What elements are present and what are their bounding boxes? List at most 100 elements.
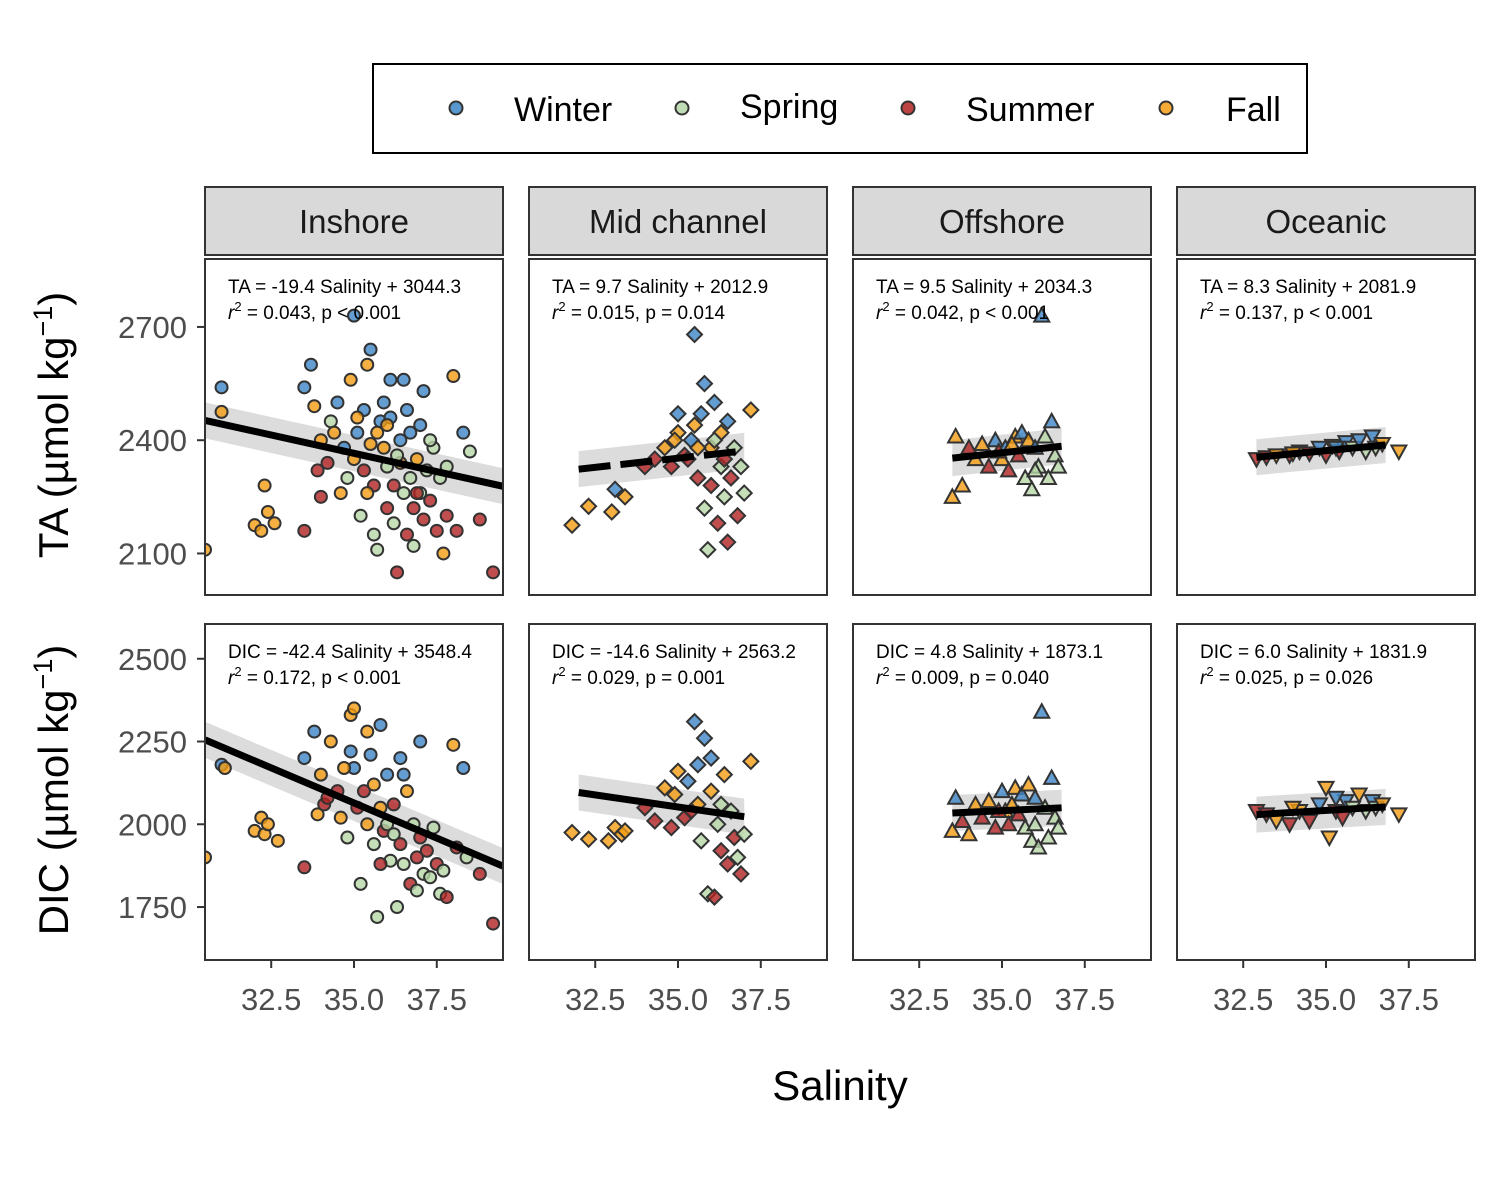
data-point-fall [337, 761, 352, 775]
data-point-fall [370, 425, 385, 440]
data-point-fall [741, 401, 760, 419]
data-point-summer [423, 493, 438, 508]
data-point-winter [297, 751, 312, 766]
regression-equation: DIC = 6.0 Salinity + 1831.9 [1200, 642, 1427, 663]
data-point-summer [688, 469, 707, 487]
data-point-winter [214, 380, 229, 395]
data-point-summer [373, 857, 388, 871]
data-point-spring [366, 837, 381, 852]
data-point-winter [1032, 702, 1051, 719]
x-tick-label: 32.5 [889, 982, 949, 1017]
strip-offshore [852, 186, 1152, 256]
y-tick-label: 2400 [118, 423, 187, 458]
regression-stats: r2 = 0.172, p < 0.001 [228, 664, 401, 689]
data-point-fall [376, 440, 391, 455]
x-tick-label: 35.0 [1296, 982, 1356, 1017]
data-point-fall [563, 823, 581, 842]
data-point-summer [972, 808, 992, 825]
panel-dic-oceanic: DIC = 6.0 Salinity + 1831.9r2 = 0.025, p… [1176, 623, 1476, 961]
data-point-winter [1012, 784, 1032, 802]
x-tick-label: 37.5 [1379, 982, 1439, 1017]
data-point-winter [1032, 306, 1051, 323]
data-point-winter [685, 712, 704, 731]
panels: Inshore Mid channel Offshore Oceanic TA = -1… [118, 186, 1476, 1017]
legend: Winter Spring Summer Fall [372, 63, 1308, 154]
x-tick-label: 35.0 [324, 982, 384, 1017]
data-point-winter [396, 372, 411, 387]
legend-key-fall [1158, 100, 1174, 116]
data-point-fall [616, 821, 634, 840]
data-point-fall [943, 821, 962, 838]
data-point-winter [303, 357, 318, 372]
legend-box [372, 63, 1308, 154]
data-point-winter [705, 393, 724, 412]
data-point-winter [718, 412, 737, 431]
legend-key-winter [448, 100, 464, 116]
data-point-spring [1039, 827, 1058, 845]
data-point-summer [979, 457, 998, 474]
panel-background [853, 259, 1151, 595]
data-point-spring [323, 414, 338, 429]
data-point-spring [353, 876, 368, 891]
data-point-winter [456, 761, 471, 775]
data-point-winter [992, 781, 1012, 799]
data-point-fall [446, 737, 461, 752]
data-point-summer [999, 460, 1018, 478]
data-point-winter [380, 767, 395, 782]
data-point-summer [731, 865, 750, 883]
data-point-spring [698, 540, 717, 559]
data-point-spring [366, 527, 381, 542]
data-point-summer [662, 457, 681, 476]
data-point-spring [436, 863, 451, 878]
data-point-summer [297, 860, 312, 875]
data-point-fall [1019, 430, 1038, 448]
data-point-winter [1310, 797, 1329, 814]
y-tick-label: 2700 [118, 310, 187, 345]
data-point-summer [380, 501, 395, 516]
data-point-spring [340, 470, 355, 485]
data-point-summer [439, 890, 454, 905]
panel-dic-offshore: DIC = 4.8 Salinity + 1873.1r2 = 0.009, p… [852, 623, 1152, 961]
data-point-spring [396, 486, 411, 501]
data-point-summer [409, 850, 424, 865]
regression-stats: r2 = 0.009, p = 0.040 [876, 664, 1049, 689]
data-point-spring [1029, 837, 1048, 855]
data-point-winter [692, 404, 711, 423]
data-point-summer [419, 843, 434, 858]
data-point-spring [462, 444, 477, 459]
data-point-spring [728, 848, 747, 867]
data-point-winter [1025, 788, 1045, 805]
data-point-fall [946, 426, 965, 444]
data-point-winter [373, 717, 388, 732]
data-point-summer [486, 916, 501, 931]
data-point-fall [257, 478, 272, 493]
regression-line [1256, 803, 1386, 819]
panel-plot-area [943, 306, 1068, 504]
data-point-spring [353, 508, 368, 523]
data-point-winter [350, 425, 365, 440]
regression-line [205, 416, 503, 490]
data-point-fall [563, 516, 581, 535]
data-point-summer [986, 818, 1005, 835]
data-point-fall [363, 436, 378, 451]
legend-label-fall: Fall [1226, 91, 1281, 129]
data-point-winter [393, 433, 408, 448]
strip-label-mid-channel: Mid channel [589, 203, 767, 240]
regression-equation: TA = 9.7 Salinity + 2012.9 [552, 277, 768, 298]
data-point-summer [449, 523, 464, 538]
data-point-fall [979, 791, 998, 809]
data-point-winter [669, 404, 687, 423]
data-point-summer [705, 888, 724, 907]
regression-stats: r2 = 0.043, p < 0.001 [228, 299, 401, 324]
data-point-fall [260, 504, 275, 519]
panel-plot-area [943, 702, 1068, 855]
data-point-winter [679, 772, 697, 791]
data-point-fall [327, 425, 342, 440]
data-point-summer [718, 855, 737, 873]
data-point-summer [386, 478, 401, 493]
data-point-winter [413, 734, 428, 749]
y-axis-title-dic: DIC (µmol kg−1) [28, 645, 77, 936]
panel-plot-area [1247, 426, 1409, 476]
regression-line [1256, 441, 1386, 461]
data-point-spring [735, 484, 754, 502]
